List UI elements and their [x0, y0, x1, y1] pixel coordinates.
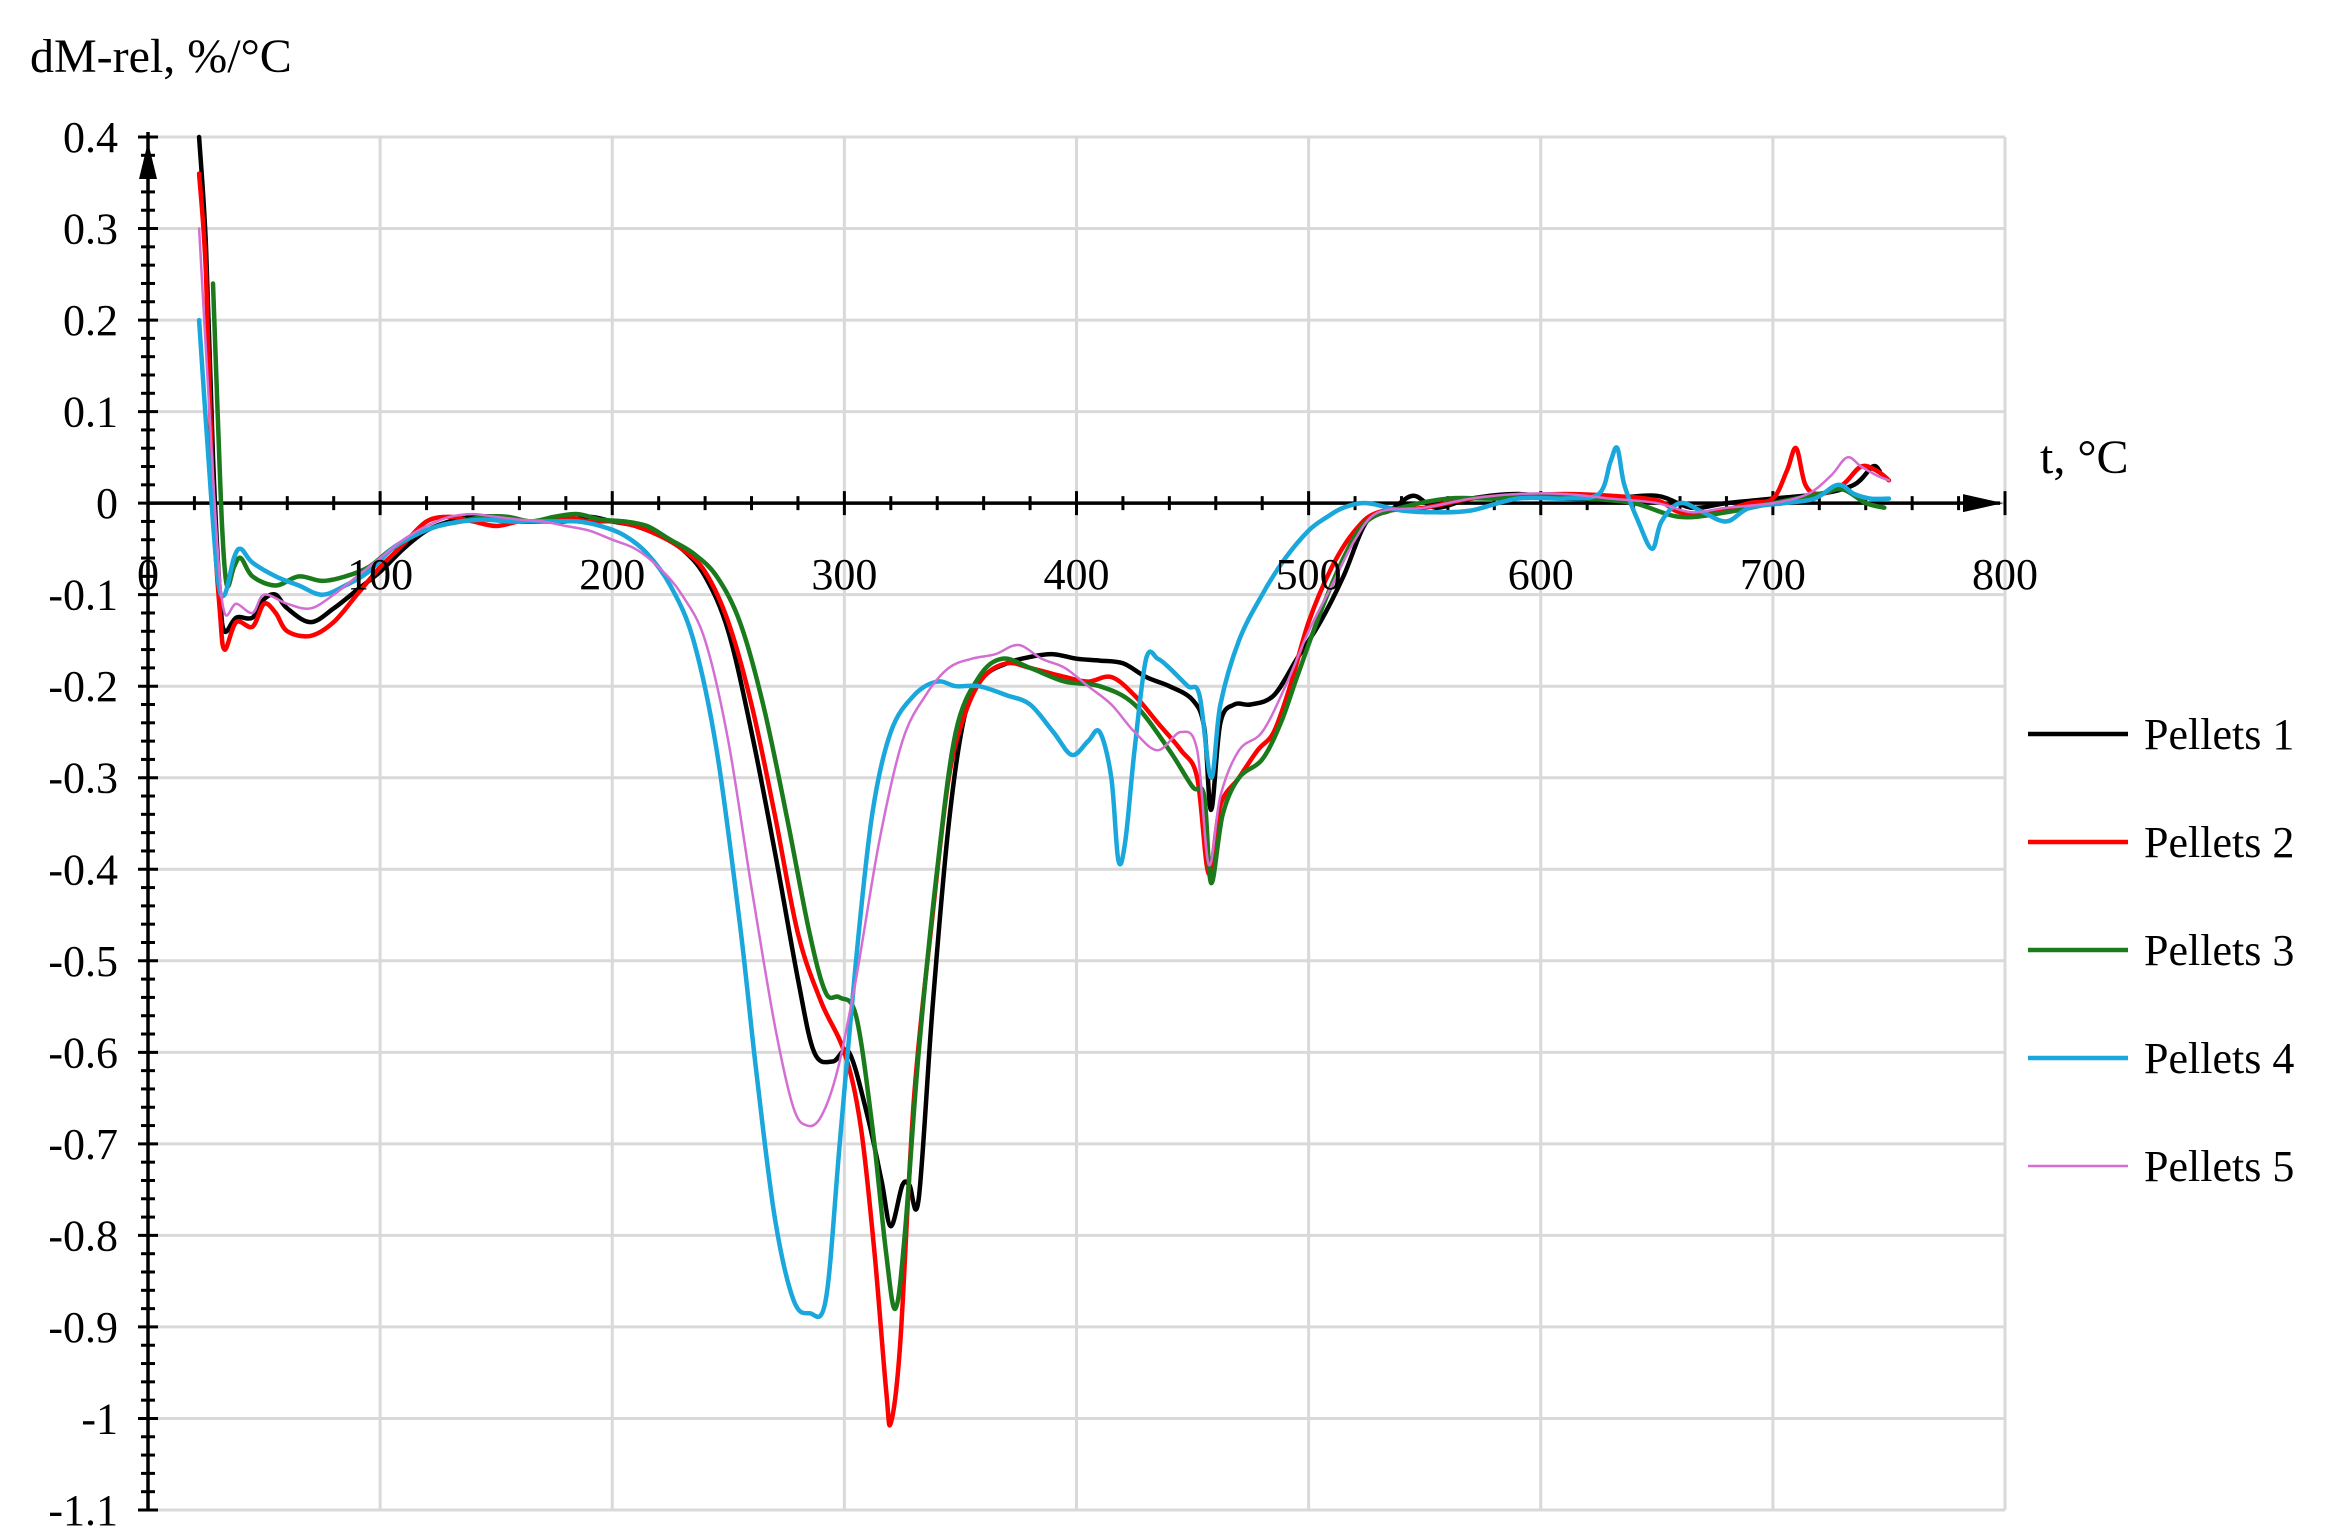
x-tick-label: 0 [137, 550, 159, 599]
x-tick-label: 700 [1740, 550, 1806, 599]
grid [148, 135, 2007, 1512]
y-tick-label: 0 [96, 479, 118, 528]
y-tick-label: -0.5 [48, 937, 118, 986]
y-tick-label: -1.1 [48, 1486, 118, 1535]
series-line-pellets-4 [196, 317, 1892, 1320]
x-axis-arrow [1963, 494, 2003, 513]
y-tick-label: -0.6 [48, 1028, 118, 1077]
x-tick-label: 800 [1972, 550, 2038, 599]
y-tick-label: -0.4 [48, 845, 118, 894]
series-line-pellets-2 [196, 171, 1892, 1428]
y-tick-label: -1 [81, 1394, 118, 1443]
y-tick-label: 0.1 [63, 388, 118, 437]
series-lines [196, 134, 1892, 1428]
tick-labels: 0.4 0.3 0.2 0.1 0 -0.1 -0.2 -0.3 -0.4 -0.5 -0.6 -0.… [48, 113, 2038, 1535]
series-line-pellets-3 [210, 281, 1887, 1311]
y-tick-label: -0.8 [48, 1211, 118, 1260]
y-axis-arrow [139, 142, 157, 179]
legend-label-pellets-3: Pellets 3 [2144, 926, 2294, 975]
y-tick-label: -0.2 [48, 662, 118, 711]
legend-label-pellets-4: Pellets 4 [2144, 1034, 2294, 1083]
x-tick-label: 400 [1044, 550, 1110, 599]
x-axis-title: t, °C [2040, 431, 2129, 484]
x-tick-label: 100 [347, 550, 413, 599]
legend-label-pellets-1: Pellets 1 [2144, 710, 2294, 759]
y-tick-label: 0.3 [63, 205, 118, 254]
legend-label-pellets-5: Pellets 5 [2144, 1142, 2294, 1191]
y-tick-label: -0.7 [48, 1120, 118, 1169]
y-tick-label: 0.2 [63, 296, 118, 345]
series-line-pellets-5 [197, 227, 1891, 1128]
y-tick-label: -0.9 [48, 1303, 118, 1352]
series-line-pellets-1 [196, 134, 1882, 1229]
y-tick-label: -0.1 [48, 571, 118, 620]
x-tick-label: 500 [1276, 550, 1342, 599]
x-tick-label: 200 [579, 550, 645, 599]
y-axis-title: dM-rel, %/°C [30, 30, 292, 83]
axes [138, 132, 2007, 1512]
y-tick-label: 0.4 [63, 113, 118, 162]
legend: Pellets 1 Pellets 2 Pellets 3 Pellets 4 Pell… [2028, 710, 2294, 1191]
x-tick-label: 600 [1508, 550, 1574, 599]
x-tick-label: 300 [811, 550, 877, 599]
legend-label-pellets-2: Pellets 2 [2144, 818, 2294, 867]
y-tick-label: -0.3 [48, 754, 118, 803]
